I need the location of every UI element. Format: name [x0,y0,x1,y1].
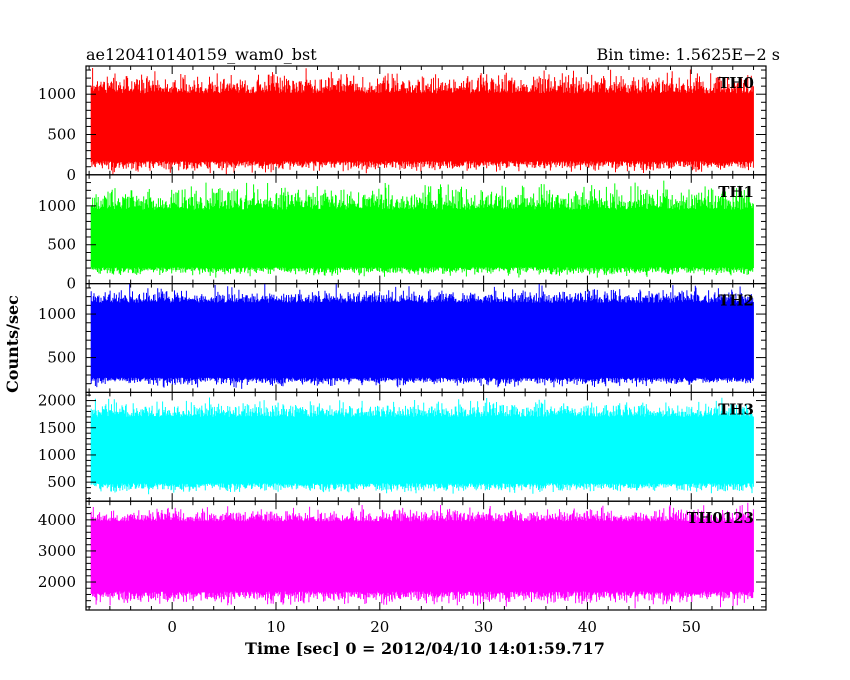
panel-th1: TH1 0 500 1000 [38,174,767,293]
panel-x-ticks [88,283,755,393]
x-tick-label: 50 [682,618,701,636]
series-th0 [90,68,754,175]
panel-label-th2: TH2 [718,292,754,310]
series-spikes-th0 [90,68,754,175]
panel-label-th1: TH1 [718,183,754,201]
y-tick-label: 500 [47,349,76,367]
panel-x-ticks [88,501,755,610]
series-spikes-th1 [90,180,754,278]
chart-title-right: Bin time: 1.5625E−2 s [597,45,780,64]
y-tick-label: 1000 [38,85,76,103]
panel-label-th0: TH0 [718,74,754,92]
series-spikes-th2 [90,283,754,389]
y-tick-label: 500 [47,236,76,254]
series-spikes-th3 [90,397,754,495]
x-axis: 0 10 20 30 40 50 [167,618,700,636]
panel-x-ticks [88,66,755,175]
panel-frame [85,500,767,611]
panel-x-ticks [88,174,755,284]
x-tick-label: 10 [266,618,285,636]
series-th3 [90,397,754,495]
y-tick-label: 1000 [38,305,76,323]
y-tick-label: 0 [66,275,76,293]
panels-group: TH0 0 500 1000 TH1 0 500 1000 TH2 500 1000 TH3 500 10… [38,65,767,611]
chart-title-left: ae120410140159_wam0_bst [86,45,317,64]
panel-th0: TH0 0 500 1000 [38,65,767,184]
x-tick-label: 0 [167,618,177,636]
series-th1 [90,180,754,278]
x-axis-label: Time [sec] 0 = 2012/04/10 14:01:59.717 [245,639,605,658]
y-tick-label: 0 [66,166,76,184]
panel-label-th3: TH3 [718,400,754,418]
panel-th3: TH3 500 1000 1500 2000 [38,392,767,502]
y-tick-label: 2000 [38,573,76,591]
x-tick-label: 30 [474,618,493,636]
x-tick-label: 20 [370,618,389,636]
y-tick-label: 500 [47,473,76,491]
y-tick-label: 1000 [38,197,76,215]
y-axis-label: Counts/sec [3,295,22,393]
y-tick-label: 2000 [38,392,76,410]
panel-label-th0123: TH0123 [687,509,754,527]
y-tick-label: 3000 [38,542,76,560]
y-tick-label: 1000 [38,446,76,464]
panel-th0123: TH0123 2000 3000 4000 [38,500,767,611]
panel-x-ticks [88,392,755,502]
series-th0123 [90,502,754,609]
y-tick-label: 1500 [38,419,76,437]
y-tick-label: 500 [47,126,76,144]
series-spikes-th0123 [90,502,754,609]
x-tick-label: 40 [578,618,597,636]
panel-th2: TH2 500 1000 [38,283,767,394]
series-th2 [90,283,754,389]
y-tick-label: 4000 [38,511,76,529]
